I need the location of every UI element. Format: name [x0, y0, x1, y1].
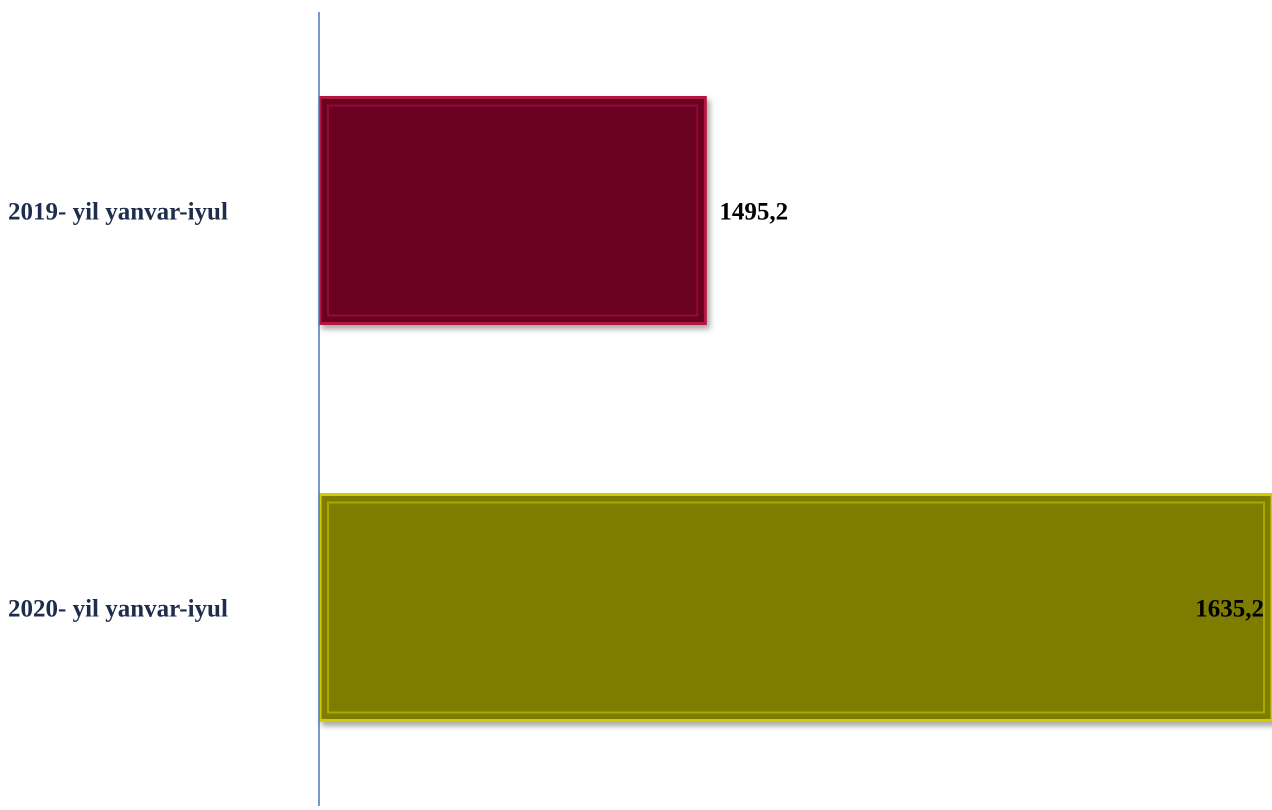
category-label: 2019- yil yanvar-iyul	[8, 199, 228, 226]
value-label: 1495,2	[719, 199, 788, 226]
bar	[318, 96, 707, 325]
category-label: 2020- yil yanvar-iyul	[8, 596, 228, 623]
bar	[318, 493, 1272, 722]
bar-group	[318, 96, 1272, 722]
bar-rect	[318, 493, 1272, 722]
bar-bevel	[327, 104, 699, 317]
value-labels: 1495,2 1635,2	[719, 199, 1264, 623]
value-label: 1635,2	[1195, 596, 1264, 623]
bar-rect	[318, 96, 707, 325]
category-labels: 2019- yil yanvar-iyul 2020- yil yanvar-iy…	[8, 199, 228, 623]
bar-bevel	[327, 501, 1265, 714]
